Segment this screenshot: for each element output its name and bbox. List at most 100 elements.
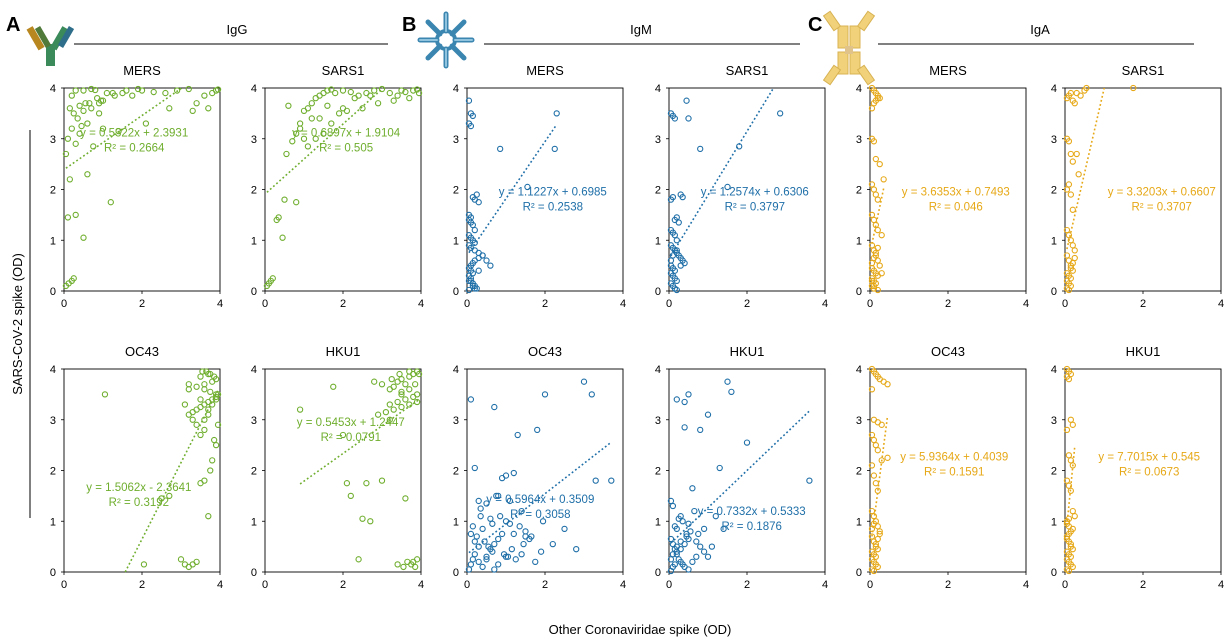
data-point [107, 199, 114, 206]
data-point [281, 196, 288, 203]
data-point [720, 525, 727, 533]
x-tick-label: 0 [464, 579, 470, 591]
data-point [471, 551, 478, 558]
data-point [275, 214, 282, 221]
data-point [685, 391, 692, 398]
trend-line [266, 87, 384, 193]
y-tick-label: 2 [50, 466, 56, 478]
data-point [870, 472, 878, 479]
data-point [874, 535, 881, 543]
data-point [467, 277, 475, 284]
data-point [312, 135, 319, 142]
trend-line [670, 87, 775, 257]
data-point [308, 100, 315, 107]
data-point [679, 193, 686, 201]
data-point [685, 520, 692, 527]
data-point [166, 492, 173, 500]
data-point [332, 89, 339, 97]
data-point [549, 540, 556, 548]
data-point [339, 105, 347, 112]
data-point [413, 391, 421, 398]
panel-letter-c: C [808, 14, 822, 36]
subplot-a-mers: MERS 0 2 4 0 1 2 3 4 y = 0.5322x + 2.3931 R² = 0.2… [50, 63, 223, 310]
data-point [878, 457, 885, 464]
data-point [467, 122, 475, 130]
data-point [724, 183, 731, 191]
data-point [469, 112, 476, 120]
subplot-a-oc43: OC43 0 2 4 0 1 2 3 4 y = 1.5062x - 2.3641 R² = 0.3… [50, 344, 223, 591]
data-point [371, 87, 378, 94]
data-point [406, 368, 413, 375]
data-point [475, 497, 482, 505]
data-point [382, 408, 390, 416]
data-point [868, 105, 876, 112]
data-point [1065, 515, 1073, 522]
data-point [514, 431, 521, 439]
data-point [70, 275, 77, 282]
data-point [870, 186, 878, 193]
subplot-b-sars1: SARS1 0 2 4 0 1 2 3 4 y = 1.2574x + 0.6306 R² = 0.… [655, 63, 828, 310]
data-point [487, 262, 494, 269]
y-tick-label: 0 [50, 286, 56, 298]
data-point [673, 286, 680, 294]
trend-equation: y = 0.5322x + 2.3931 [80, 128, 188, 140]
data-point [396, 370, 403, 378]
y-tick-label: 3 [453, 134, 459, 146]
x-tick-label: 4 [822, 579, 828, 591]
y-tick-label: 0 [251, 286, 257, 298]
data-point [681, 398, 688, 406]
x-tick-label: 0 [464, 298, 470, 310]
data-point [870, 216, 878, 224]
data-point [777, 110, 784, 117]
y-tick-label: 4 [50, 83, 56, 95]
y-tick-label: 0 [655, 567, 661, 579]
data-point [878, 421, 885, 428]
data-point [673, 277, 680, 284]
data-point [868, 277, 876, 284]
subplot-title: MERS [526, 63, 564, 78]
data-points [263, 85, 423, 290]
data-point [371, 378, 378, 385]
data-point [520, 540, 527, 548]
data-point [475, 199, 482, 206]
data-points [667, 97, 784, 294]
data-point [551, 145, 558, 153]
data-point [465, 566, 473, 573]
subplot-title: MERS [123, 63, 161, 78]
data-point [874, 286, 881, 294]
subplot-c-oc43: OC43 0 2 4 0 1 2 3 4 y = 5.9364x + 0.4039 R² = 0.1… [856, 344, 1029, 591]
data-point [320, 130, 327, 137]
x-tick-label: 0 [262, 579, 268, 591]
data-point [874, 563, 881, 571]
r-squared: R² = 0.3192 [109, 497, 169, 509]
y-tick-label: 1 [50, 516, 56, 528]
subplot-title: HKU1 [326, 344, 361, 359]
data-point [573, 546, 580, 553]
data-point [539, 518, 547, 525]
data-point [502, 553, 510, 560]
x-axis-label: Other Coronaviridae spike (OD) [549, 622, 732, 637]
data-point [870, 567, 878, 575]
data-point [413, 398, 421, 406]
trend-equation: y = 1.1227x + 0.6985 [499, 187, 607, 199]
data-point [561, 525, 568, 533]
data-point [522, 528, 529, 535]
x-tick-label: 4 [1023, 298, 1029, 310]
data-point [99, 125, 107, 132]
data-point [293, 130, 300, 137]
data-point [1069, 206, 1076, 213]
data-point [197, 396, 204, 403]
data-point [580, 378, 588, 385]
y-tick-label: 1 [856, 235, 862, 247]
data-point [673, 525, 680, 533]
data-point [1065, 138, 1073, 145]
y-tick-label: 4 [1051, 364, 1057, 376]
data-point [197, 431, 204, 439]
data-point [700, 548, 708, 555]
subplot-c-mers: MERS 0 2 4 0 1 2 3 4 y = 3.6353x + 0.7493 R² = 0.0… [856, 63, 1029, 310]
data-point [205, 105, 212, 112]
data-point [339, 87, 347, 94]
data-point [471, 464, 478, 472]
y-tick-label: 1 [655, 235, 661, 247]
data-point [406, 401, 413, 408]
